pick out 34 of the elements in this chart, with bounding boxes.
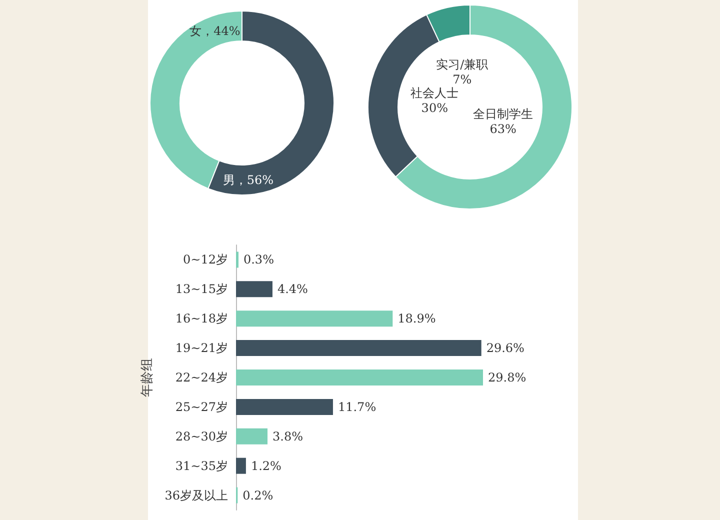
data-label: 4.4% [277,282,308,296]
y-tick-label: 25~27岁 [175,400,228,414]
data-label: 29.6% [486,341,524,356]
bar [236,281,272,298]
data-label: 30% [421,100,448,115]
data-label: 11.7% [338,400,376,414]
y-tick-label: 22~24岁 [175,370,228,384]
bar [236,398,333,415]
y-tick-label: 13~15岁 [175,282,228,296]
data-label: 18.9% [398,312,436,326]
data-label: 0.2% [242,488,274,502]
data-label: 7% [452,72,472,86]
bar [236,370,483,386]
y-tick-label: 0~12岁 [183,252,228,267]
data-label: 29.8% [488,370,526,384]
data-label: 1.2% [250,458,282,473]
y-axis-title: 年龄组 [140,358,155,397]
y-tick-label: 16~18岁 [175,312,228,326]
bar [236,458,246,474]
slice-label: 实习/兼职 [436,57,488,72]
y-tick-label: 31~35岁 [175,458,228,473]
data-label: 3.8% [272,429,303,444]
slice-label: 全日制学生 [473,106,534,121]
y-tick-label: 28~30岁 [175,429,228,444]
y-tick-label: 19~21岁 [175,341,228,356]
slice-label: 女，44% [190,24,240,38]
slice-label: 社会人士 [410,86,459,100]
bar [236,340,482,356]
data-label: 0.3% [243,252,274,267]
data-label: 63% [490,122,516,136]
y-tick-label: 36岁及以上 [164,488,228,502]
slice-label: 男，56% [222,172,274,187]
bar [236,310,393,327]
bar [236,428,268,444]
